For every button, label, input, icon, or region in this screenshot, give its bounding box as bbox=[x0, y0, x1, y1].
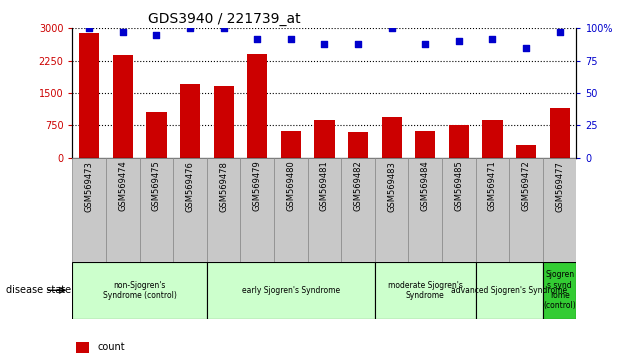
Bar bbox=[348, 132, 368, 158]
Text: early Sjogren's Syndrome: early Sjogren's Syndrome bbox=[242, 286, 340, 295]
Bar bbox=[281, 131, 301, 158]
Text: disease state: disease state bbox=[6, 285, 71, 295]
Text: GSM569473: GSM569473 bbox=[85, 161, 94, 212]
Bar bbox=[442, 158, 476, 262]
Bar bbox=[72, 262, 207, 319]
Bar bbox=[341, 158, 375, 262]
Point bbox=[151, 32, 161, 38]
Text: GSM569481: GSM569481 bbox=[320, 161, 329, 211]
Point bbox=[219, 25, 229, 31]
Bar bbox=[314, 120, 335, 158]
Point bbox=[387, 25, 397, 31]
Bar bbox=[543, 262, 576, 319]
Bar bbox=[483, 120, 503, 158]
Bar bbox=[79, 33, 100, 158]
Bar bbox=[106, 158, 140, 262]
Bar bbox=[241, 158, 274, 262]
Point bbox=[252, 36, 262, 41]
Text: GSM569474: GSM569474 bbox=[118, 161, 127, 211]
Bar bbox=[173, 158, 207, 262]
Bar bbox=[140, 158, 173, 262]
Point bbox=[521, 45, 531, 51]
Point bbox=[420, 41, 430, 47]
Bar bbox=[543, 158, 576, 262]
Bar bbox=[247, 54, 267, 158]
Text: GSM569485: GSM569485 bbox=[454, 161, 463, 211]
Bar bbox=[113, 55, 133, 158]
Bar bbox=[382, 116, 402, 158]
Point bbox=[454, 39, 464, 44]
Text: GSM569479: GSM569479 bbox=[253, 161, 261, 211]
Bar bbox=[274, 158, 307, 262]
Text: GSM569483: GSM569483 bbox=[387, 161, 396, 212]
Text: GSM569475: GSM569475 bbox=[152, 161, 161, 211]
Text: count: count bbox=[98, 342, 125, 352]
Point bbox=[319, 41, 329, 47]
Bar bbox=[516, 144, 536, 158]
Bar bbox=[307, 158, 341, 262]
Bar bbox=[207, 158, 241, 262]
Text: moderate Sjogren's
Syndrome: moderate Sjogren's Syndrome bbox=[388, 281, 462, 300]
Text: GSM569480: GSM569480 bbox=[287, 161, 295, 211]
Point bbox=[118, 29, 128, 35]
Text: GDS3940 / 221739_at: GDS3940 / 221739_at bbox=[148, 12, 301, 26]
Text: advanced Sjogren's Syndrome: advanced Sjogren's Syndrome bbox=[451, 286, 567, 295]
Bar bbox=[415, 131, 435, 158]
Bar bbox=[549, 108, 570, 158]
Text: GSM569478: GSM569478 bbox=[219, 161, 228, 212]
Bar bbox=[146, 112, 166, 158]
Bar bbox=[180, 84, 200, 158]
Bar bbox=[476, 158, 509, 262]
Text: GSM569484: GSM569484 bbox=[421, 161, 430, 211]
Point bbox=[554, 29, 564, 35]
Point bbox=[488, 36, 498, 41]
Point bbox=[84, 25, 94, 31]
Bar bbox=[509, 158, 543, 262]
Text: GSM569477: GSM569477 bbox=[555, 161, 564, 212]
Text: GSM569472: GSM569472 bbox=[522, 161, 530, 211]
Bar bbox=[408, 158, 442, 262]
Text: Sjogren
s synd
rome
(control): Sjogren s synd rome (control) bbox=[543, 270, 576, 310]
Bar bbox=[449, 125, 469, 158]
Bar bbox=[375, 158, 408, 262]
Text: GSM569482: GSM569482 bbox=[353, 161, 362, 211]
Bar bbox=[214, 86, 234, 158]
Point bbox=[185, 25, 195, 31]
Point bbox=[353, 41, 363, 47]
Point bbox=[286, 36, 296, 41]
Bar bbox=[72, 158, 106, 262]
Text: GSM569471: GSM569471 bbox=[488, 161, 497, 211]
Bar bbox=[476, 262, 543, 319]
Bar bbox=[375, 262, 476, 319]
Text: GSM569476: GSM569476 bbox=[186, 161, 195, 212]
Text: non-Sjogren's
Syndrome (control): non-Sjogren's Syndrome (control) bbox=[103, 281, 176, 300]
Bar bbox=[207, 262, 375, 319]
